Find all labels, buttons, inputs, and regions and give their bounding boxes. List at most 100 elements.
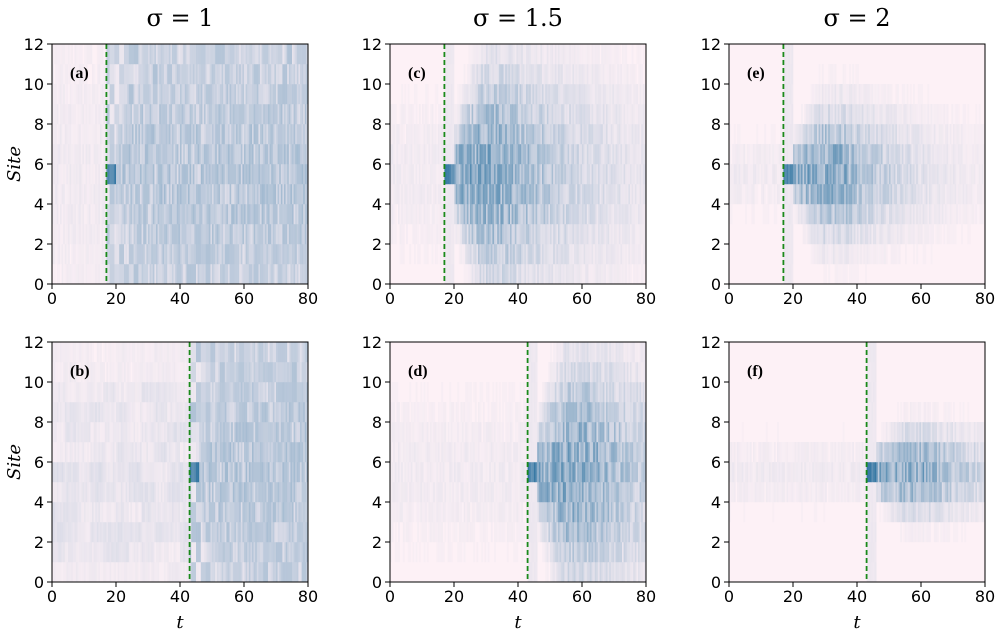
- heatmap-cell: [88, 462, 91, 483]
- heatmap-cell: [109, 224, 112, 245]
- heatmap-cell: [519, 204, 522, 225]
- heatmap-cell: [468, 124, 471, 145]
- heatmap-cell: [519, 244, 522, 265]
- heatmap-cell: [53, 362, 56, 383]
- heatmap-cell: [250, 362, 253, 383]
- heatmap-cell: [213, 244, 216, 265]
- heatmap-cell: [471, 124, 474, 145]
- heatmap-cell: [90, 124, 93, 145]
- heatmap-cell: [98, 362, 101, 383]
- heatmap-cell: [98, 164, 101, 185]
- heatmap-cell: [109, 442, 112, 463]
- heatmap-cell: [66, 64, 69, 85]
- heatmap-cell: [223, 204, 226, 225]
- heatmap-cell: [136, 144, 139, 165]
- heatmap-cell: [436, 144, 439, 165]
- heatmap-cell: [585, 264, 588, 285]
- heatmap-cell: [172, 64, 174, 85]
- heatmap-cell: [60, 342, 62, 363]
- heatmap-cell: [585, 184, 588, 205]
- heatmap-cell: [250, 402, 253, 423]
- heatmap-cell: [420, 164, 423, 185]
- heatmap-cell: [175, 164, 178, 185]
- heatmap-cell: [154, 264, 157, 285]
- heatmap-cell: [215, 204, 218, 225]
- heatmap-cell: [101, 44, 104, 65]
- heatmap-cell: [183, 342, 186, 363]
- heatmap-cell: [156, 482, 158, 503]
- heatmap-cell: [128, 362, 131, 383]
- heatmap-cell: [287, 542, 290, 563]
- heatmap-cell: [300, 502, 302, 523]
- heatmap-cell: [566, 264, 568, 285]
- heatmap-cell: [77, 462, 80, 483]
- heatmap-cell: [215, 342, 218, 363]
- heatmap-cell: [252, 244, 254, 265]
- heatmap-cell: [92, 244, 94, 265]
- heatmap-cell: [213, 362, 216, 383]
- heatmap-cell: [495, 124, 498, 145]
- heatmap-cell: [164, 542, 166, 563]
- heatmap-cell: [546, 244, 549, 265]
- heatmap-cell: [266, 124, 269, 145]
- heatmap-cell: [140, 204, 142, 225]
- heatmap-cell: [168, 342, 171, 363]
- heatmap-cell: [236, 562, 238, 583]
- heatmap-cell: [76, 542, 78, 563]
- heatmap-cell: [540, 244, 543, 265]
- heatmap-cell: [253, 224, 256, 245]
- heatmap-cell: [404, 184, 407, 205]
- heatmap-cell: [180, 482, 182, 503]
- heatmap-cell: [68, 502, 70, 523]
- heatmap-cell: [56, 502, 59, 523]
- heatmap-cell: [586, 164, 589, 185]
- heatmap-cell: [114, 422, 117, 443]
- heatmap-cell: [231, 64, 234, 85]
- heatmap-cell: [148, 244, 150, 265]
- heatmap-cell: [191, 84, 194, 105]
- heatmap-cell: [95, 422, 98, 443]
- heatmap-cell: [301, 184, 304, 205]
- heatmap-cell: [508, 244, 511, 265]
- heatmap-cell: [454, 144, 456, 165]
- heatmap-cell: [272, 64, 275, 85]
- heatmap-cell: [63, 104, 66, 125]
- heatmap-cell: [269, 264, 272, 285]
- heatmap-cell: [290, 44, 293, 65]
- heatmap-cell: [264, 562, 267, 583]
- heatmap-cell: [87, 264, 90, 285]
- heatmap-cell: [529, 204, 532, 225]
- heatmap-cell: [90, 224, 93, 245]
- heatmap-cell: [106, 64, 109, 85]
- heatmap-cell: [157, 482, 160, 503]
- heatmap-cell: [164, 124, 166, 145]
- heatmap-cell: [288, 442, 291, 463]
- heatmap-cell: [280, 64, 283, 85]
- heatmap-cell: [263, 442, 266, 463]
- heatmap-cell: [56, 224, 59, 245]
- heatmap-cell: [269, 144, 272, 165]
- heatmap-cell: [426, 204, 429, 225]
- heatmap-cell: [476, 144, 479, 165]
- heatmap-cell: [253, 84, 256, 105]
- heatmap-cell: [296, 244, 299, 265]
- heatmap-cell: [602, 244, 605, 265]
- heatmap-cell: [277, 244, 280, 265]
- heatmap-cell: [68, 542, 70, 563]
- heatmap-cell: [77, 342, 80, 363]
- heatmap-cell: [186, 184, 189, 205]
- heatmap-cell: [274, 184, 277, 205]
- heatmap-cell: [162, 104, 165, 125]
- heatmap-cell: [293, 124, 296, 145]
- heatmap-cell: [481, 224, 484, 245]
- heatmap-cell: [276, 244, 278, 265]
- heatmap-cell: [264, 402, 267, 423]
- heatmap-cell: [122, 244, 125, 265]
- heatmap-cell: [234, 502, 237, 523]
- heatmap-cell: [575, 144, 578, 165]
- heatmap-cell: [61, 562, 64, 583]
- heatmap-cell: [303, 502, 306, 523]
- heatmap-cell: [76, 144, 78, 165]
- heatmap-cell: [112, 104, 115, 125]
- heatmap-cell: [494, 184, 496, 205]
